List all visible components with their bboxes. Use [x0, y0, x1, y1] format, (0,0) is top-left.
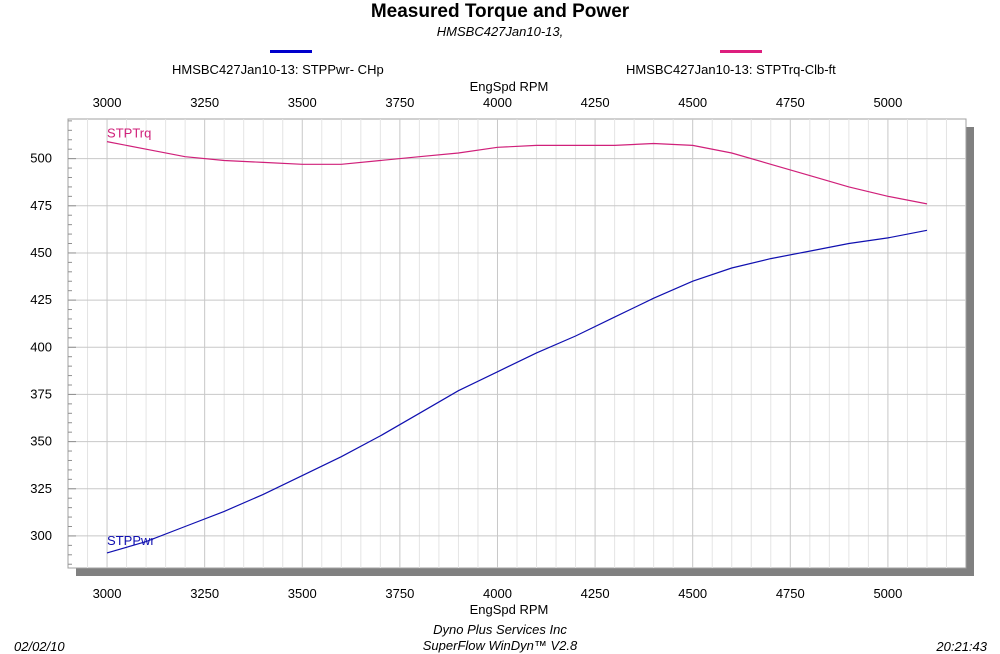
x-tick-label-top: 3250	[190, 95, 219, 110]
x-tick-label-top: 4000	[483, 95, 512, 110]
y-tick-label: 450	[30, 245, 52, 260]
chart-title: Measured Torque and Power	[370, 1, 630, 22]
legend-swatch-power	[270, 50, 312, 53]
y-tick-label: 325	[30, 481, 52, 496]
x-tick-label-top: 4750	[776, 95, 805, 110]
footer-date: 02/02/10	[14, 639, 65, 654]
footer-company: Dyno Plus Services Inc	[433, 622, 567, 637]
footer-software: SuperFlow WinDyn™ V2.8	[422, 638, 578, 653]
x-tick-label-bottom: 4000	[483, 586, 512, 601]
y-tick-label: 300	[30, 528, 52, 543]
y-tick-label: 400	[30, 339, 52, 354]
x-tick-label-bottom: 4500	[678, 586, 707, 601]
series-label-stptrq: STPTrq	[107, 126, 151, 141]
x-axis-title-top: EngSpd RPM	[470, 79, 549, 94]
y-tick-label: 500	[30, 151, 52, 166]
x-tick-label-top: 3000	[93, 95, 122, 110]
series-line-stppwr	[106, 229, 928, 554]
y-tick-label: 350	[30, 434, 52, 449]
x-tick-label-bottom: 3500	[288, 586, 317, 601]
y-tick-label: 375	[30, 386, 52, 401]
x-tick-label-bottom: 4750	[776, 586, 805, 601]
chart-subtitle: HMSBC427Jan10-13,	[436, 24, 564, 39]
x-tick-label-bottom: 3750	[385, 586, 414, 601]
x-tick-label-bottom: 4250	[581, 586, 610, 601]
series-line-stptrq	[106, 141, 928, 205]
x-tick-label-bottom: 3250	[190, 586, 219, 601]
x-tick-label-top: 5000	[873, 95, 902, 110]
legend-label-torque: HMSBC427Jan10-13: STPTrq-Clb-ft	[626, 62, 836, 77]
x-tick-label-bottom: 5000	[873, 586, 902, 601]
x-tick-label-bottom: 3000	[93, 586, 122, 601]
legend-label-power: HMSBC427Jan10-13: STPPwr- CHp	[172, 62, 384, 77]
y-tick-label: 475	[30, 198, 52, 213]
x-axis-title-bottom: EngSpd RPM	[470, 602, 549, 617]
y-tick-label: 425	[30, 292, 52, 307]
x-tick-label-top: 3500	[288, 95, 317, 110]
x-tick-label-top: 3750	[385, 95, 414, 110]
footer-time: 20:21:43	[936, 639, 987, 654]
series-label-stppwr: STPPwr	[107, 533, 155, 548]
x-tick-label-top: 4500	[678, 95, 707, 110]
x-tick-label-top: 4250	[581, 95, 610, 110]
legend-swatch-torque	[720, 50, 762, 53]
